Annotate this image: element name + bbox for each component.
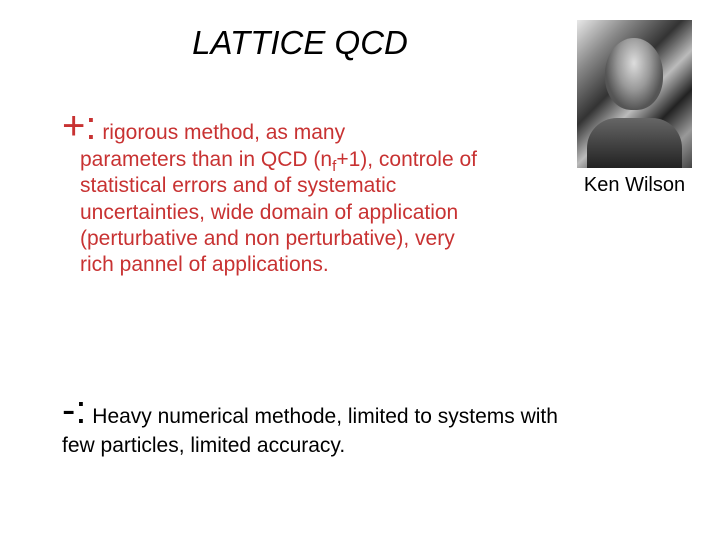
portrait-caption: Ken Wilson bbox=[577, 174, 692, 197]
plus-sign: +: bbox=[62, 104, 96, 148]
minus-sign: -: bbox=[62, 388, 86, 432]
cons-block: -: Heavy numerical methode, limited to s… bbox=[62, 388, 642, 459]
minus-lead-text: Heavy numerical methode, limited to syst… bbox=[86, 405, 558, 428]
minus-body-text: few particles, limited accuracy. bbox=[62, 433, 642, 459]
portrait-photo bbox=[577, 20, 692, 168]
pros-block: +: rigorous method, as many parameters t… bbox=[62, 104, 482, 278]
portrait-block: Ken Wilson bbox=[577, 20, 692, 197]
plus-body-text: parameters than in QCD (nf+1), controle … bbox=[62, 147, 482, 278]
plus-body-before: parameters than in QCD (n bbox=[80, 148, 332, 171]
plus-lead-text: rigorous method, as many bbox=[96, 121, 345, 144]
